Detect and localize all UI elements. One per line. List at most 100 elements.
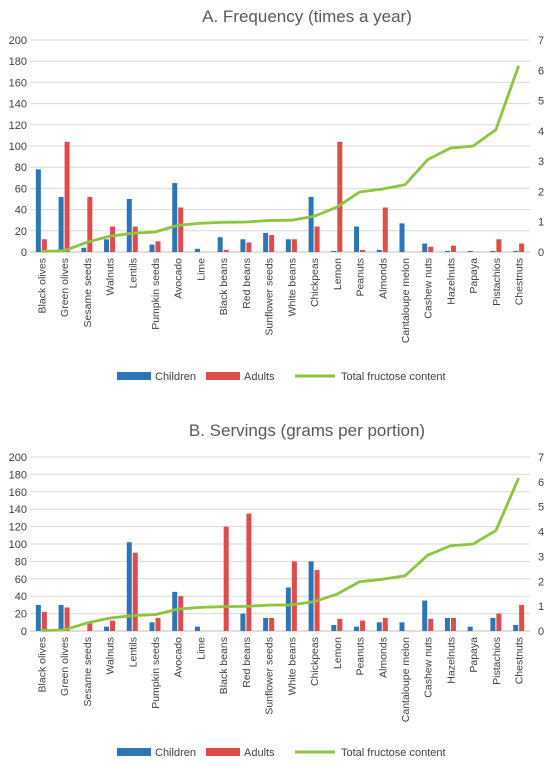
- category-label-chickpeas: Chickpeas: [309, 258, 321, 307]
- bar-adults-black-beans: [223, 526, 229, 631]
- category-label-peanuts: Peanuts: [355, 258, 367, 297]
- bar-children-lime: [194, 626, 200, 631]
- category-label-white-beans: White beans: [286, 258, 298, 316]
- bar-adults-hazelnuts: [450, 617, 456, 631]
- y-tick-label: 200: [9, 452, 27, 464]
- y2-tick-label: 6: [538, 65, 544, 77]
- bar-children-lentils: [126, 542, 132, 631]
- bar-children-peanuts: [354, 626, 360, 631]
- y2-tick-label: 3: [538, 551, 544, 563]
- y-tick-label: 120: [9, 120, 27, 132]
- bar-children-white-beans: [285, 587, 291, 631]
- bar-adults-white-beans: [291, 561, 297, 631]
- bar-children-avocado: [172, 591, 178, 631]
- bar-children-chickpeas: [308, 196, 314, 252]
- y2-tick-label: 5: [538, 502, 544, 514]
- chart-panel-1: A. Frequency (times a year)0204060801001…: [9, 7, 544, 383]
- y-tick-label: 20: [15, 226, 27, 238]
- y2-tick-label: 1: [538, 601, 544, 613]
- category-label-pistachios: Pistachios: [491, 637, 503, 685]
- bar-children-lentils: [126, 199, 132, 252]
- bar-children-cantaloupe-melon: [399, 223, 405, 252]
- bar-children-chickpeas: [308, 561, 314, 631]
- bar-adults-black-olives: [41, 239, 47, 252]
- category-label-almonds: Almonds: [377, 258, 389, 299]
- legend-label-adults: Adults: [244, 747, 275, 759]
- y-tick-label: 0: [21, 247, 27, 259]
- bar-children-almonds: [376, 622, 382, 631]
- bar-adults-peanuts: [360, 249, 366, 252]
- category-label-sesame-seeds: Sesame seeds: [82, 637, 94, 706]
- y2-tick-label: 2: [538, 576, 544, 588]
- bar-adults-pistachios: [496, 613, 502, 631]
- category-label-cantaloupe-melon: Cantaloupe melon: [400, 258, 412, 343]
- bar-adults-chestnuts: [519, 604, 525, 631]
- category-label-papaya: Papaya: [468, 637, 480, 673]
- bar-adults-cashew-nuts: [428, 618, 434, 631]
- category-label-cantaloupe-melon: Cantaloupe melon: [400, 637, 412, 722]
- category-label-pumpkin-seeds: Pumpkin seeds: [150, 258, 162, 330]
- bar-children-black-olives: [35, 169, 41, 252]
- category-label-chickpeas: Chickpeas: [309, 637, 321, 686]
- category-label-almonds: Almonds: [377, 637, 389, 678]
- bar-adults-sesame-seeds: [87, 196, 93, 252]
- category-label-red-beans: Red beans: [241, 637, 253, 688]
- bar-adults-lemon: [337, 141, 343, 252]
- bar-adults-chickpeas: [314, 226, 320, 252]
- bar-children-black-beans: [217, 237, 223, 252]
- bar-adults-red-beans: [246, 513, 252, 631]
- category-label-avocado: Avocado: [173, 637, 185, 678]
- category-label-chestnuts: Chestnuts: [514, 258, 526, 305]
- bar-children-sunflower-seeds: [263, 232, 269, 252]
- bar-children-cantaloupe-melon: [399, 622, 405, 631]
- bar-children-pistachios: [490, 250, 496, 252]
- y-tick-label: 180: [9, 56, 27, 68]
- bar-adults-sesame-seeds: [87, 622, 93, 631]
- bar-children-cashew-nuts: [422, 600, 428, 631]
- bar-adults-black-olives: [41, 611, 47, 631]
- legend-label-children: Children: [155, 747, 196, 759]
- y2-tick-label: 0: [538, 626, 544, 638]
- legend-swatch-adults: [206, 748, 240, 756]
- y2-tick-label: 6: [538, 477, 544, 489]
- category-label-sunflower-seeds: Sunflower seeds: [264, 258, 276, 336]
- category-label-chestnuts: Chestnuts: [514, 637, 526, 684]
- bar-adults-black-beans: [223, 249, 229, 252]
- bar-adults-avocado: [178, 207, 184, 252]
- bar-children-walnuts: [104, 239, 110, 252]
- y2-tick-label: 7: [538, 452, 544, 464]
- y-tick-label: 60: [15, 574, 27, 586]
- category-label-papaya: Papaya: [468, 258, 480, 294]
- category-label-hazelnuts: Hazelnuts: [445, 637, 457, 684]
- category-label-sesame-seeds: Sesame seeds: [82, 258, 94, 327]
- bar-children-papaya: [467, 626, 473, 631]
- legend-swatch-children: [117, 748, 151, 756]
- bar-children-walnuts: [104, 626, 110, 631]
- bar-children-pumpkin-seeds: [149, 244, 155, 252]
- bar-children-chestnuts: [513, 250, 519, 252]
- bar-adults-green-olives: [64, 141, 70, 252]
- legend-label-children: Children: [155, 371, 196, 383]
- bar-children-green-olives: [58, 196, 64, 252]
- category-label-cashew-nuts: Cashew nuts: [423, 258, 435, 319]
- y-tick-label: 160: [9, 77, 27, 89]
- y-tick-label: 160: [9, 487, 27, 499]
- y-tick-label: 20: [15, 609, 27, 621]
- line-total-fructose-content: [41, 65, 520, 253]
- bar-children-sesame-seeds: [81, 247, 87, 252]
- bar-adults-sunflower-seeds: [269, 617, 275, 631]
- bar-adults-peanuts: [360, 620, 366, 631]
- chart-panel-2: B. Servings (grams per portion)020406080…: [9, 421, 544, 759]
- category-label-hazelnuts: Hazelnuts: [445, 258, 457, 305]
- y-tick-label: 140: [9, 504, 27, 516]
- category-label-sunflower-seeds: Sunflower seeds: [264, 637, 276, 715]
- y2-tick-label: 0: [538, 247, 544, 259]
- bar-children-papaya: [467, 250, 473, 252]
- category-label-lime: Lime: [195, 637, 207, 660]
- category-label-walnuts: Walnuts: [105, 637, 117, 675]
- y-tick-label: 80: [15, 162, 27, 174]
- y2-tick-label: 2: [538, 186, 544, 198]
- bar-children-hazelnuts: [444, 617, 450, 631]
- y2-tick-label: 1: [538, 217, 544, 229]
